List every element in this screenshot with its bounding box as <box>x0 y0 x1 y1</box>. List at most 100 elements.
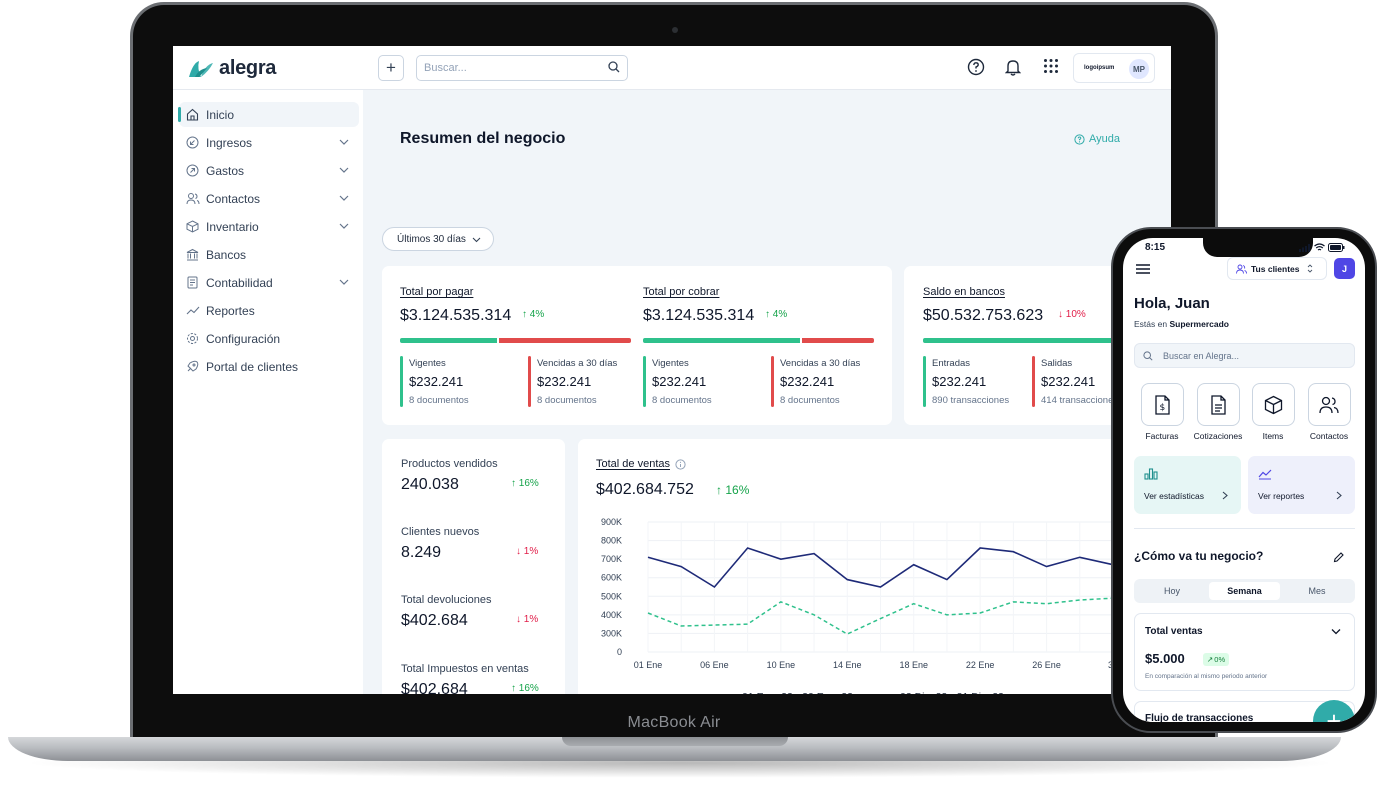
greeting: Hola, Juan <box>1134 295 1210 312</box>
tab-hoy[interactable]: Hoy <box>1163 586 1180 596</box>
legend-label: 02 Dic, 22 - 31 Dic, 22 <box>900 691 1004 694</box>
summary-delta: ↓ 10% <box>1058 309 1086 320</box>
search-input[interactable] <box>416 55 628 81</box>
sales-line-chart: 0 300K 400K 500K 600K 700K 800K 900K 01 Ene 06 En… <box>601 517 1143 694</box>
bank-icon <box>186 248 199 261</box>
shortcut-box <box>1251 383 1295 426</box>
kpi-label: Total devoluciones <box>401 594 492 606</box>
kpi-delta: ↓ 1% <box>516 614 539 625</box>
sidebar-item-inicio[interactable]: Inicio <box>178 102 359 127</box>
overdue-detail: 8 documentos <box>537 395 597 406</box>
chevron-down-icon[interactable] <box>1331 628 1341 635</box>
sidebar-item-ingresos[interactable]: Ingresos <box>179 130 359 155</box>
sidebar-item-reportes[interactable]: Reportes <box>179 298 359 323</box>
transactions-flow-card[interactable]: Flujo de transacciones <box>1134 701 1355 722</box>
kpi-value: 8.249 <box>401 544 442 561</box>
overdue-indicator <box>771 356 774 407</box>
add-fab-button[interactable]: + <box>1313 700 1355 722</box>
apps-grid-icon[interactable] <box>1043 58 1059 74</box>
summary-title[interactable]: Saldo en bancos <box>923 286 1005 298</box>
sidebar-item-configuracion[interactable]: Configuración <box>179 326 359 351</box>
current-value: $232.241 <box>652 374 707 389</box>
active-indicator <box>178 107 181 122</box>
home-icon <box>186 108 199 121</box>
kpi-total-impuestos: Total Impuestos en ventas $402.684 ↑ 16% <box>401 663 539 694</box>
summary-title[interactable]: Total por cobrar <box>643 286 720 298</box>
income-icon <box>186 136 199 149</box>
help-icon[interactable] <box>967 58 985 76</box>
account-switcher[interactable]: logoipsum MP <box>1073 53 1155 83</box>
app-logo[interactable]: alegra <box>187 57 276 80</box>
overdue-indicator <box>528 356 531 407</box>
app-brand-name: alegra <box>219 57 277 79</box>
summary-title[interactable]: Total por pagar <box>400 286 474 298</box>
tile-ver-estadisticas[interactable]: Ver estadísticas <box>1134 456 1241 514</box>
info-icon[interactable] <box>675 458 686 470</box>
user-avatar: MP <box>1129 59 1149 79</box>
sales-title[interactable]: Total de ventas <box>596 458 670 470</box>
search-icon <box>608 61 620 73</box>
overdue-detail: 8 documentos <box>780 395 840 406</box>
outflow-indicator <box>1032 356 1035 407</box>
phone-search-placeholder: Buscar en Alegra... <box>1163 350 1240 361</box>
camera <box>672 27 678 33</box>
sidebar-item-label: Portal de clientes <box>206 360 299 374</box>
shortcut-contactos[interactable]: Contactos <box>1301 383 1357 441</box>
chevron-down-icon <box>339 195 349 201</box>
sidebar-item-inventario[interactable]: Inventario <box>179 214 359 239</box>
phone-screen: 8:15 Tus clientes J Hola, Juan Estás en … <box>1123 238 1365 722</box>
sidebar-item-label: Gastos <box>206 164 245 178</box>
sidebar-item-label: Contactos <box>206 192 261 206</box>
sidebar: Inicio Ingresos Gastos Contactos Inventa… <box>173 90 363 694</box>
tab-semana[interactable]: Semana <box>1209 582 1280 600</box>
bell-icon[interactable] <box>1005 58 1021 76</box>
user-avatar[interactable]: J <box>1334 258 1355 279</box>
shortcut-items[interactable]: Items <box>1245 383 1301 441</box>
chevron-down-icon <box>339 139 349 145</box>
period-filter-dropdown[interactable]: Últimos 30 días <box>382 227 494 251</box>
kpi-delta: ↑ 16% <box>511 478 539 489</box>
sales-title-row: Total de ventas <box>596 458 686 470</box>
quick-add-button[interactable]: + <box>378 55 404 81</box>
sidebar-item-label: Inicio <box>206 108 235 122</box>
inflow-detail: 890 transacciones <box>932 395 1010 406</box>
sidebar-item-label: Ingresos <box>206 136 253 150</box>
kpi-delta: ↓ 1% <box>516 546 539 557</box>
clients-selector[interactable]: Tus clientes <box>1227 257 1327 280</box>
summary-delta: ↑ 4% <box>522 309 545 320</box>
tile-label: Ver estadísticas <box>1144 491 1205 501</box>
tab-mes[interactable]: Mes <box>1308 586 1326 596</box>
y-tick-label: 900K <box>601 517 622 527</box>
sidebar-item-contactos[interactable]: Contactos <box>179 186 359 211</box>
help-link[interactable]: Ayuda <box>1074 133 1120 145</box>
chevron-down-icon <box>339 223 349 229</box>
outflow-label: Salidas <box>1041 358 1073 369</box>
period-tabs: Hoy Semana Mes <box>1134 579 1355 603</box>
phone-search-input[interactable]: Buscar en Alegra... <box>1134 343 1355 368</box>
edit-icon[interactable] <box>1333 552 1344 563</box>
help-icon <box>1074 133 1085 145</box>
outflow-detail: 414 transacciones <box>1041 395 1119 406</box>
phone-frame: 8:15 Tus clientes J Hola, Juan Estás en … <box>1111 227 1377 733</box>
menu-icon[interactable] <box>1136 264 1150 274</box>
inflow-label: Entradas <box>932 358 971 369</box>
sales-summary-card[interactable]: Total ventas $5.000 ↗ 0% En comparación … <box>1134 613 1355 691</box>
sidebar-item-bancos[interactable]: Bancos <box>179 242 359 267</box>
sidebar-item-contabilidad[interactable]: Contabilidad <box>179 270 359 295</box>
split-overdue <box>499 338 631 343</box>
overdue-value: $232.241 <box>537 374 592 389</box>
kpi-total-devoluciones: Total devoluciones $402.684 ↓ 1% <box>401 594 538 629</box>
trend-icon <box>1258 469 1272 480</box>
y-tick-label: 300K <box>601 628 622 638</box>
sales-delta: ↑ 16% <box>716 483 750 497</box>
sidebar-item-gastos[interactable]: Gastos <box>179 158 359 183</box>
tile-ver-reportes[interactable]: Ver reportes <box>1248 456 1355 514</box>
split-overdue <box>802 338 874 343</box>
shortcut-facturas[interactable]: $ Facturas <box>1134 383 1190 441</box>
y-tick-label: 0 <box>617 647 622 657</box>
inflow-value: $232.241 <box>932 374 987 389</box>
box-icon <box>1264 395 1282 414</box>
wifi-icon <box>1314 243 1325 251</box>
sidebar-item-portal-clientes[interactable]: Portal de clientes <box>179 354 359 379</box>
shortcut-cotizaciones[interactable]: Cotizaciones <box>1190 383 1246 441</box>
